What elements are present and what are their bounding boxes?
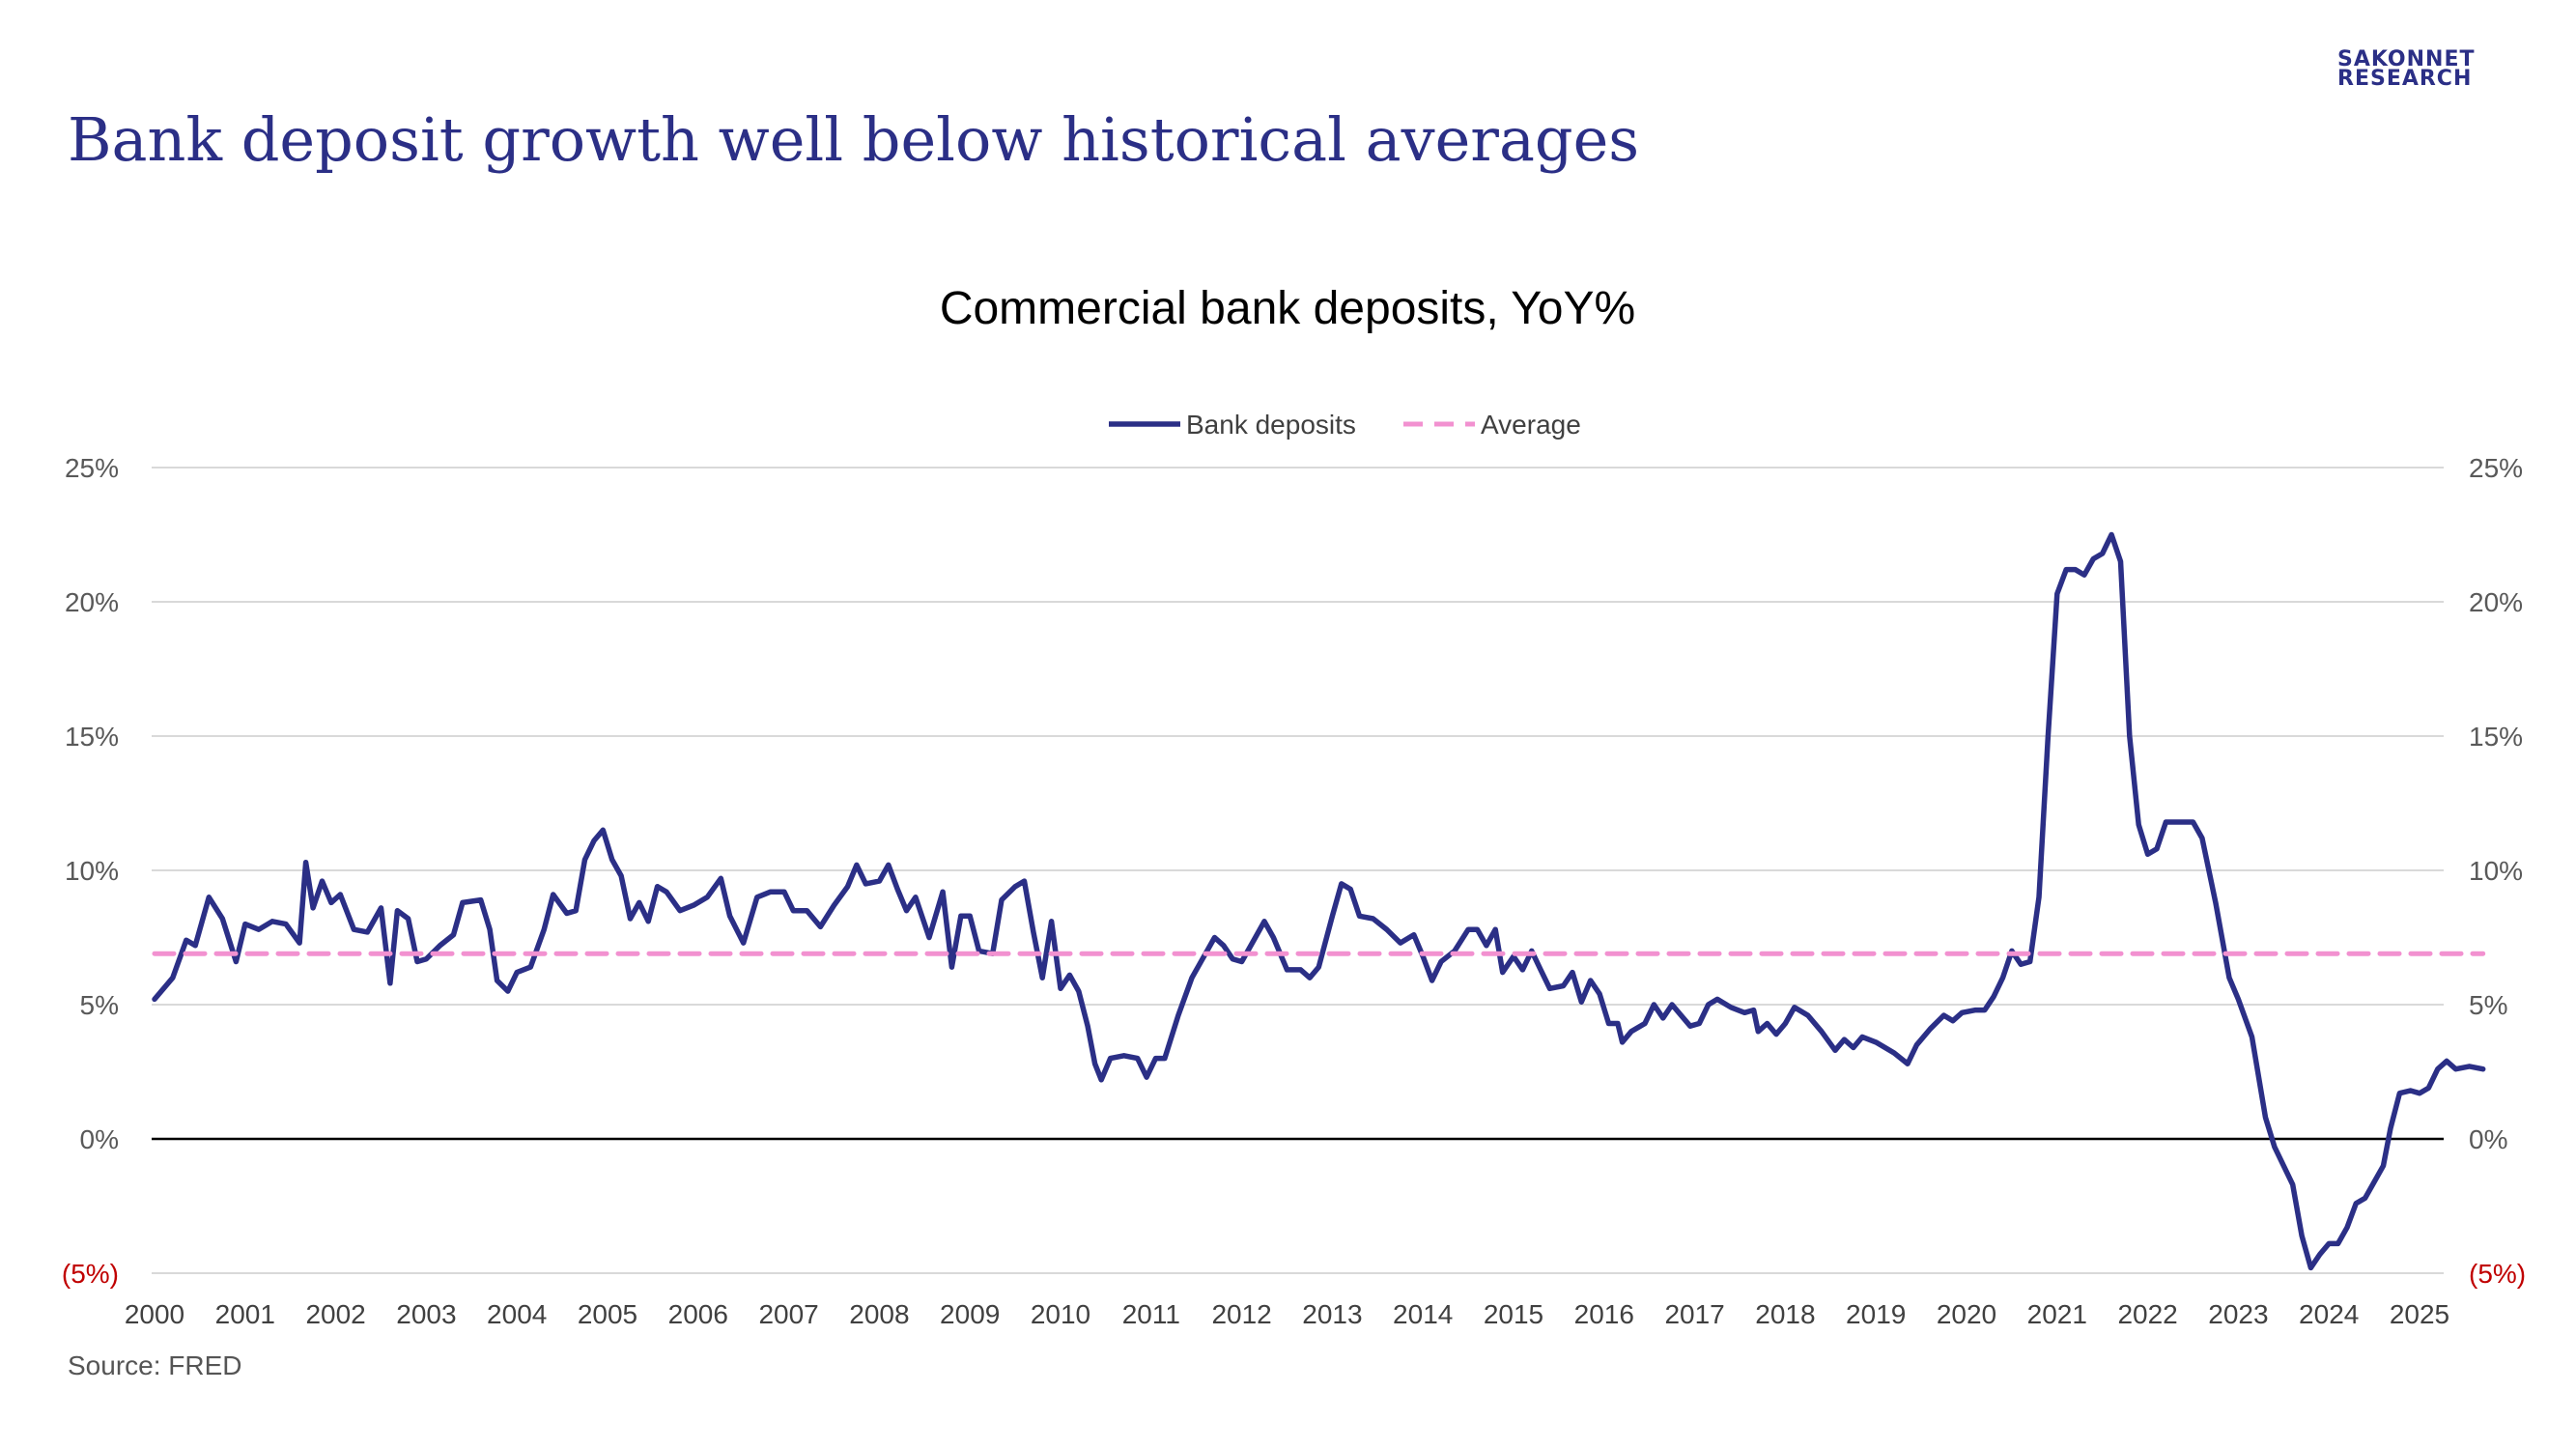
y-tick-label-left: 0% <box>80 1124 119 1154</box>
y-tick-label-left: 5% <box>80 990 119 1020</box>
x-tick-label: 2019 <box>1846 1299 1906 1329</box>
x-tick-label: 2011 <box>1122 1299 1180 1329</box>
x-tick-label: 2014 <box>1393 1299 1453 1329</box>
x-tick-label: 2021 <box>2027 1299 2087 1329</box>
y-tick-label-right: 10% <box>2469 856 2523 886</box>
y-tick-label-right: 0% <box>2469 1124 2507 1154</box>
y-tick-label-right: 15% <box>2469 722 2523 752</box>
y-tick-label-right: (5%) <box>2469 1259 2526 1289</box>
legend-label-average: Average <box>1481 410 1581 440</box>
x-tick-label: 2004 <box>487 1299 547 1329</box>
y-tick-label-left: 25% <box>65 453 119 483</box>
x-tick-label: 2015 <box>1484 1299 1543 1329</box>
x-tick-label: 2018 <box>1755 1299 1815 1329</box>
x-tick-label: 2007 <box>758 1299 818 1329</box>
x-tick-label: 2009 <box>940 1299 1000 1329</box>
x-tick-label: 2003 <box>396 1299 456 1329</box>
y-tick-label-right: 20% <box>2469 587 2523 617</box>
x-tick-label: 2022 <box>2117 1299 2177 1329</box>
x-tick-label: 2001 <box>215 1299 275 1329</box>
y-tick-label-right: 25% <box>2469 453 2523 483</box>
x-tick-label: 2020 <box>1937 1299 1996 1329</box>
y-tick-label-left: (5%) <box>62 1259 119 1289</box>
x-tick-label: 2017 <box>1664 1299 1724 1329</box>
y-tick-label-left: 15% <box>65 722 119 752</box>
x-tick-label: 2008 <box>849 1299 909 1329</box>
deposits-line <box>152 531 2486 1271</box>
x-tick-label: 2006 <box>668 1299 728 1329</box>
x-tick-label: 2025 <box>2390 1299 2449 1329</box>
y-tick-label-left: 10% <box>65 856 119 886</box>
x-tick-label: 2012 <box>1211 1299 1271 1329</box>
y-tick-label-right: 5% <box>2469 990 2507 1020</box>
y-tick-label-left: 20% <box>65 587 119 617</box>
logo-line2: RESEARCH <box>2337 67 2473 91</box>
x-tick-label: 2010 <box>1031 1299 1090 1329</box>
x-tick-label: 2013 <box>1302 1299 1362 1329</box>
brand-logo: SAKONNET RESEARCH <box>2337 47 2502 91</box>
x-tick-label: 2000 <box>125 1299 184 1329</box>
x-tick-label: 2016 <box>1574 1299 1634 1329</box>
source-note: Source: FRED <box>68 1350 242 1380</box>
x-tick-label: 2002 <box>305 1299 365 1329</box>
logo-line1: SAKONNET <box>2337 47 2476 71</box>
x-tick-label: 2024 <box>2299 1299 2359 1329</box>
x-tick-label: 2023 <box>2208 1299 2268 1329</box>
page-title: Bank deposit growth well below historica… <box>68 104 1640 175</box>
legend-label-deposits: Bank deposits <box>1186 410 1356 440</box>
chart-title: Commercial bank deposits, YoY% <box>940 283 1635 334</box>
x-tick-label: 2005 <box>578 1299 637 1329</box>
